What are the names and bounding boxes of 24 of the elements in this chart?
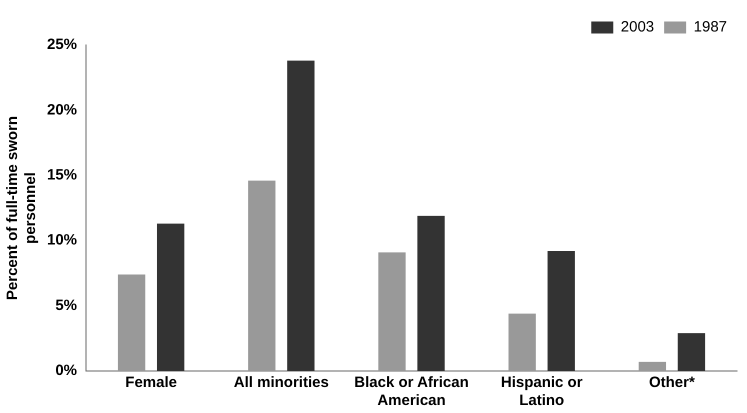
bar	[248, 180, 276, 371]
bar	[678, 333, 706, 371]
x-tick-label: Hispanic or Latino	[500, 374, 583, 410]
x-tick-label: Other*	[648, 374, 695, 392]
legend-label: 1987	[694, 18, 728, 36]
bar	[378, 252, 406, 371]
y-tick-label: 25%	[46, 36, 78, 54]
x-tick-label: Female	[125, 374, 177, 392]
x-tick-label: Black or African American	[354, 374, 469, 410]
bar	[156, 224, 184, 371]
x-tick-label: All minorities	[234, 374, 329, 392]
bar	[417, 216, 445, 371]
bar	[508, 314, 536, 371]
y-tick-label: 10%	[46, 232, 78, 249]
y-tick-label: 5%	[55, 296, 78, 314]
bar	[287, 60, 315, 371]
bar	[638, 362, 666, 371]
y-axis-title: Percent of full-time sworn personnel	[4, 116, 40, 300]
bar	[118, 274, 146, 371]
y-tick-label: 0%	[55, 362, 78, 380]
y-tick-label: 20%	[46, 101, 78, 118]
bar	[548, 251, 575, 371]
legend-label: 2003	[620, 18, 654, 36]
y-tick-label: 15%	[46, 166, 78, 184]
